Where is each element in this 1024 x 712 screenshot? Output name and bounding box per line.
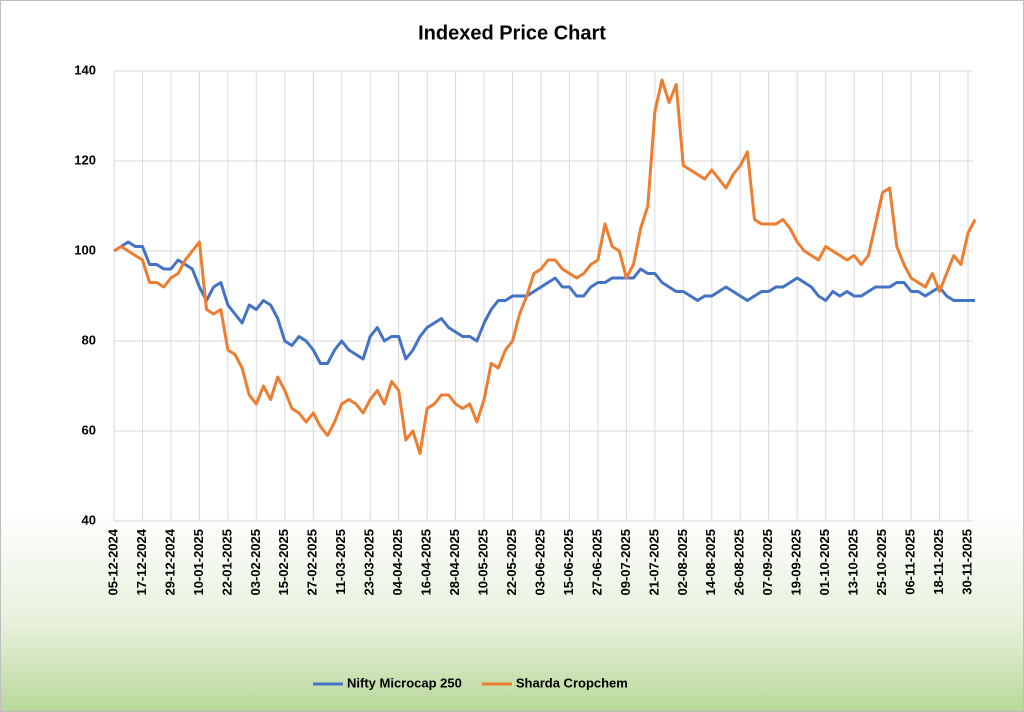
x-tick-label: 25-10-2025 xyxy=(874,529,889,596)
x-tick-label: 16-04-2025 xyxy=(419,529,434,596)
x-tick-label: 22-05-2025 xyxy=(504,529,519,596)
x-tick-label: 29-12-2024 xyxy=(162,528,177,595)
x-tick-label: 05-12-2024 xyxy=(105,528,120,595)
x-tick-label: 21-07-2025 xyxy=(646,529,661,596)
x-tick-label: 27-02-2025 xyxy=(305,529,320,596)
x-tick-label: 27-06-2025 xyxy=(589,529,604,596)
chart-title: Indexed Price Chart xyxy=(418,22,606,44)
x-tick-label: 09-07-2025 xyxy=(618,529,633,596)
y-tick-label: 100 xyxy=(74,242,96,257)
x-tick-label: 03-06-2025 xyxy=(532,529,547,596)
x-tick-label: 11-03-2025 xyxy=(333,529,348,595)
y-tick-label: 120 xyxy=(74,152,96,167)
x-tick-label: 07-09-2025 xyxy=(760,529,775,596)
x-tick-label: 01-10-2025 xyxy=(817,529,832,596)
series-line xyxy=(113,78,977,455)
x-tick-label: 06-11-2025 xyxy=(903,529,918,595)
x-tick-label: 10-01-2025 xyxy=(191,529,206,596)
x-tick-label: 02-08-2025 xyxy=(675,529,690,596)
x-tick-label: 04-04-2025 xyxy=(390,529,405,596)
legend-label: Sharda Cropchem xyxy=(516,675,628,690)
y-tick-label: 60 xyxy=(82,422,96,437)
series-line xyxy=(113,240,976,365)
x-tick-label: 26-08-2025 xyxy=(732,529,747,596)
x-tick-label: 23-03-2025 xyxy=(362,529,377,596)
legend-item: Nifty Microcap 250 xyxy=(313,675,462,690)
y-tick-label: 140 xyxy=(74,62,96,77)
x-tick-label: 10-05-2025 xyxy=(476,529,491,596)
x-tick-label: 30-11-2025 xyxy=(959,529,974,595)
x-tick-label: 15-06-2025 xyxy=(561,529,576,596)
x-tick-label: 13-10-2025 xyxy=(846,529,861,596)
x-tick-label: 19-09-2025 xyxy=(789,529,804,596)
y-tick-label: 40 xyxy=(82,512,96,527)
x-tick-label: 22-01-2025 xyxy=(219,529,234,596)
legend-item: Sharda Cropchem xyxy=(481,675,628,690)
legend-label: Nifty Microcap 250 xyxy=(347,675,462,690)
x-tick-label: 17-12-2024 xyxy=(134,528,149,595)
y-tick-label: 80 xyxy=(82,332,96,347)
x-tick-label: 18-11-2025 xyxy=(931,529,946,595)
x-tick-label: 28-04-2025 xyxy=(447,529,462,596)
x-tick-label: 15-02-2025 xyxy=(276,529,291,596)
x-tick-label: 03-02-2025 xyxy=(248,529,263,596)
x-tick-label: 14-08-2025 xyxy=(703,529,718,596)
